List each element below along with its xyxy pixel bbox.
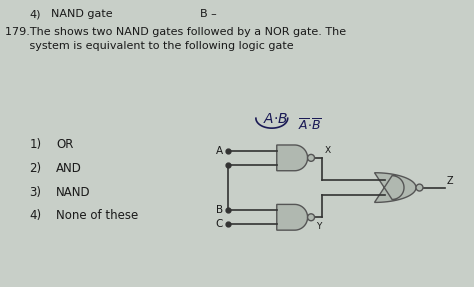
Text: NAND: NAND [56,186,91,199]
Text: system is equivalent to the following logic gate: system is equivalent to the following lo… [5,41,294,51]
Circle shape [416,184,423,191]
Circle shape [308,154,315,161]
Text: 4): 4) [29,9,41,19]
Text: $\mathit{\overline{A}{\cdot}\overline{B}}$: $\mathit{\overline{A}{\cdot}\overline{B}… [298,118,321,134]
Text: 4): 4) [29,209,41,222]
Text: None of these: None of these [56,209,138,222]
Text: Z: Z [447,176,454,186]
Text: 1): 1) [29,138,41,151]
Polygon shape [374,173,416,202]
Text: NAND gate: NAND gate [51,9,113,19]
Text: AND: AND [56,162,82,175]
Text: C: C [216,219,223,229]
Text: B: B [216,205,223,215]
Text: B –: B – [200,9,217,19]
Text: 2): 2) [29,162,41,175]
Polygon shape [277,145,308,171]
Text: 179.The shows two NAND gates followed by a NOR gate. The: 179.The shows two NAND gates followed by… [5,27,346,37]
Circle shape [308,214,315,221]
Polygon shape [277,204,308,230]
Text: X: X [325,146,330,155]
Text: A: A [216,146,223,156]
Text: Y: Y [317,222,322,231]
Text: OR: OR [56,138,73,151]
Text: $\mathit{A{\cdot}B}$: $\mathit{A{\cdot}B}$ [263,112,288,126]
Text: 3): 3) [29,186,41,199]
